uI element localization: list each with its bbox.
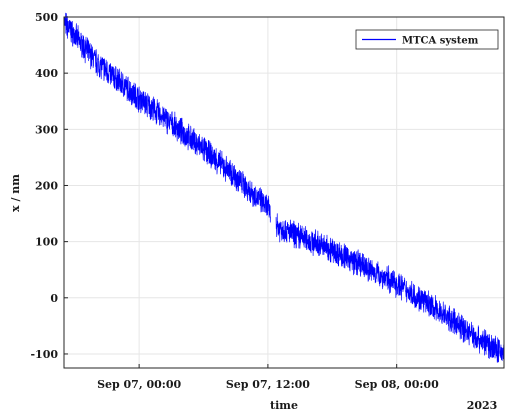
x-tick-label: Sep 07, 12:00 bbox=[226, 378, 310, 391]
y-tick-label: 500 bbox=[35, 11, 58, 24]
series-layer bbox=[63, 12, 505, 363]
x-tick-label: Sep 07, 00:00 bbox=[97, 378, 181, 391]
y-tick-label: -100 bbox=[30, 348, 58, 361]
y-tick-label: 0 bbox=[50, 292, 58, 305]
y-axis-label: x / nm bbox=[9, 174, 22, 212]
y-tick-label: 300 bbox=[35, 123, 58, 136]
ticks: -100 0 100 200 300 400 500 Sep 07, 00:00 Sep 07,… bbox=[30, 11, 439, 391]
x-axis-label: time bbox=[270, 399, 298, 411]
y-tick-label: 100 bbox=[35, 236, 58, 249]
series-mtca-system bbox=[63, 12, 505, 363]
y-tick-label: 400 bbox=[35, 67, 58, 80]
legend-label-mtca-system: MTCA system bbox=[402, 36, 479, 47]
plot-frame bbox=[63, 16, 505, 369]
year-label: 2023 bbox=[467, 399, 498, 411]
legend-box bbox=[355, 29, 499, 50]
legend: MTCA system bbox=[355, 29, 499, 50]
x-tick-label: Sep 08, 00:00 bbox=[355, 378, 439, 391]
y-tick-label: 200 bbox=[35, 179, 58, 192]
